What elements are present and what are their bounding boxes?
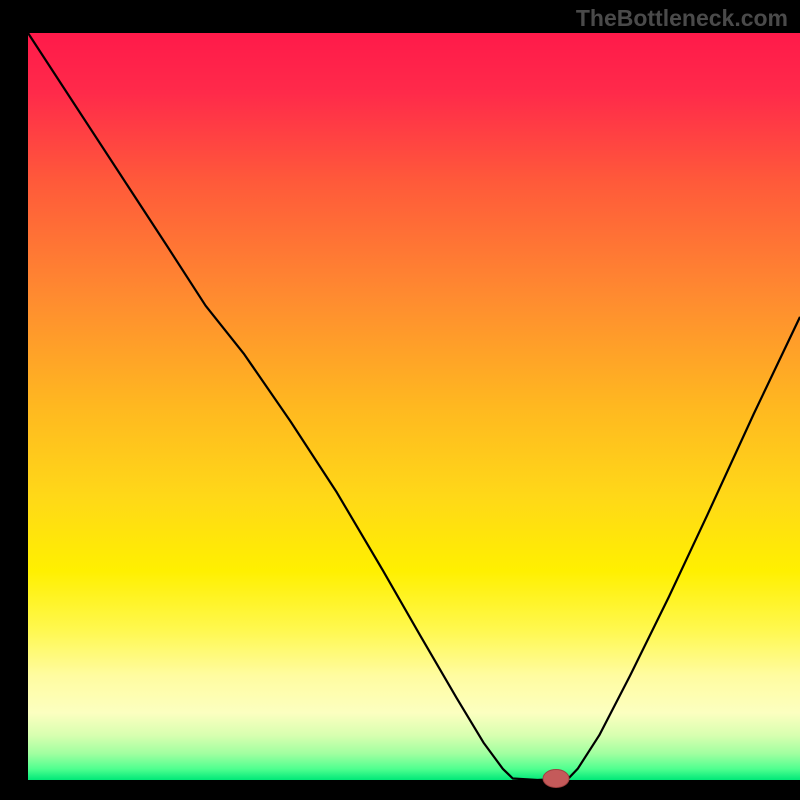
bottleneck-chart [0,0,800,800]
plot-background [28,33,800,780]
watermark-text: TheBottleneck.com [576,5,788,32]
chart-container: TheBottleneck.com [0,0,800,800]
optimal-point-marker [543,770,569,788]
